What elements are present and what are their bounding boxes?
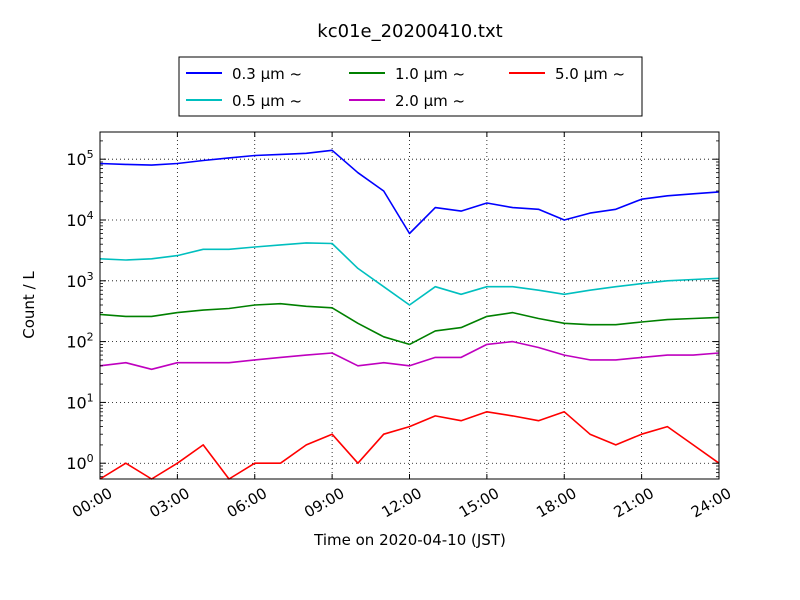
- x-tick-label: 18:00: [533, 484, 579, 521]
- y-tick-label: 101: [66, 391, 93, 412]
- legend-label-1: 0.5 μm ~: [232, 92, 302, 110]
- x-tick-label: 09:00: [301, 484, 347, 521]
- x-tick-label: 00:00: [69, 484, 115, 521]
- y-tick-label: 102: [66, 331, 93, 352]
- series-line-3: [99, 340, 720, 371]
- series-line-2: [99, 302, 720, 346]
- x-tick-label: 21:00: [611, 484, 657, 521]
- y-tick-label: 104: [66, 209, 93, 230]
- legend-label-2: 1.0 μm ~: [395, 65, 465, 83]
- legend-label-0: 0.3 μm ~: [232, 65, 302, 83]
- y-tick-label: 105: [66, 148, 93, 169]
- x-tick-label: 06:00: [224, 484, 270, 521]
- x-tick-label: 12:00: [378, 484, 424, 521]
- x-tick-label: 15:00: [456, 484, 502, 521]
- chart-title: kc01e_20200410.txt: [317, 21, 502, 42]
- x-axis-label: Time on 2020-04-10 (JST): [313, 531, 506, 549]
- y-tick-label: 103: [66, 270, 93, 291]
- x-tick-label: 03:00: [146, 484, 192, 521]
- legend-label-3: 2.0 μm ~: [395, 92, 465, 110]
- series-line-0: [99, 149, 720, 235]
- legend: 0.3 μm ~ 0.5 μm ~ 1.0 μm ~ 2.0 μm ~ 5.0 μm ~: [178, 56, 643, 117]
- legend-label-4: 5.0 μm ~: [555, 65, 625, 83]
- y-tick-label: 100: [66, 452, 93, 473]
- series-line-1: [99, 242, 720, 306]
- x-tick-label: 24:00: [688, 484, 734, 521]
- series-group: [99, 149, 720, 480]
- legend-frame: [178, 56, 643, 117]
- series-line-4: [99, 410, 720, 480]
- y-axis-label: Count / L: [20, 271, 38, 339]
